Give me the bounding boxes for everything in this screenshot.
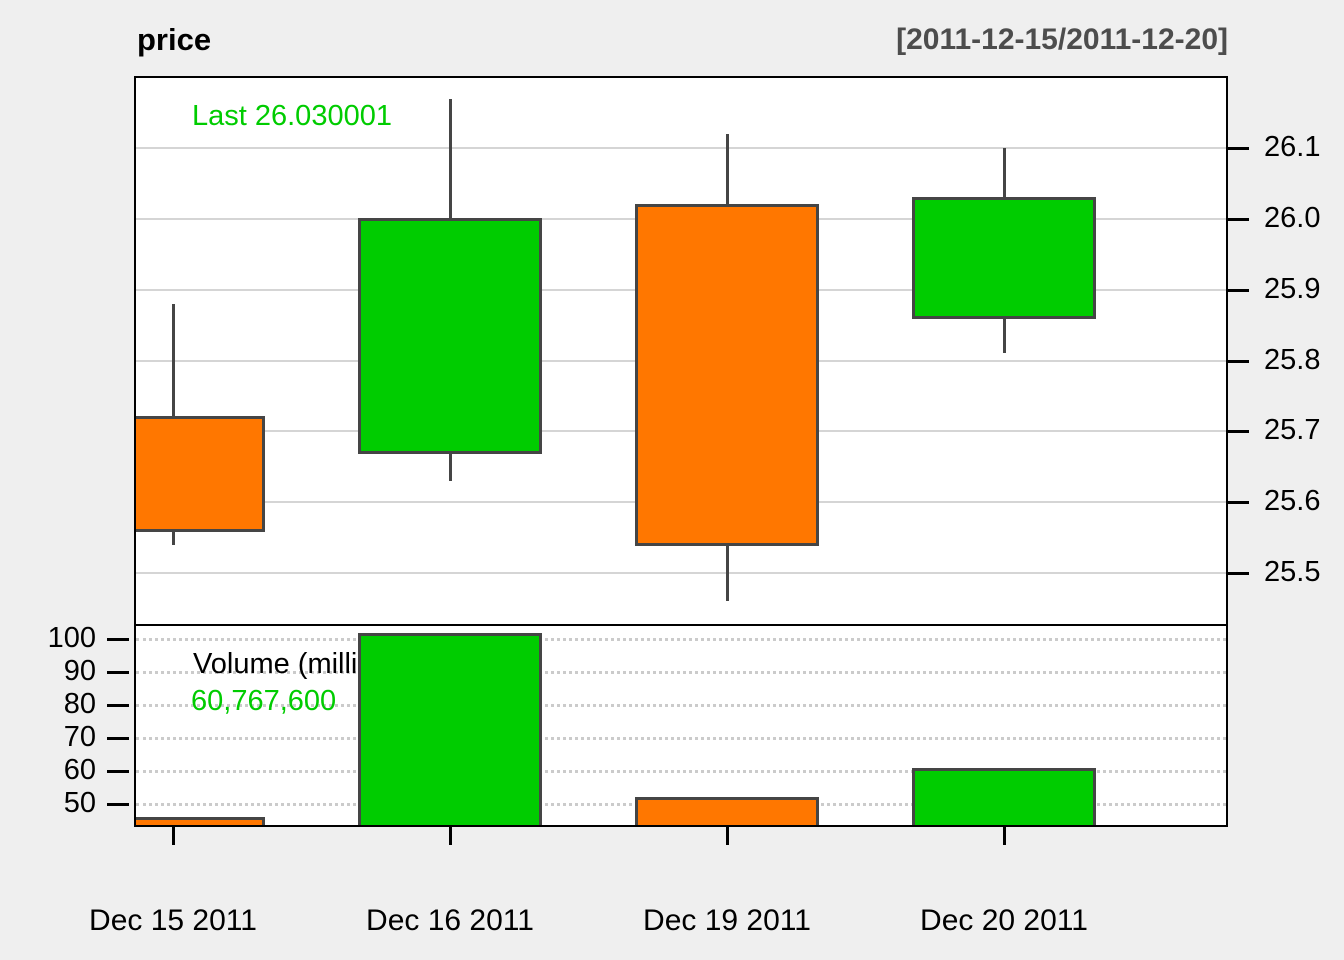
price-tick (1228, 217, 1249, 221)
price-tick (1228, 288, 1249, 292)
volume-bar-up (358, 632, 542, 825)
volume-bar-down (635, 797, 819, 825)
candle-body-up (912, 196, 1096, 320)
price-tick (1228, 359, 1249, 363)
volume-panel: Volume (millions): 60,767,600 (134, 624, 1228, 827)
volume-bar-down (136, 816, 265, 825)
volume-bar-up (912, 768, 1096, 825)
price-gridline (136, 572, 1226, 574)
price-tick-label: 25.8 (1264, 343, 1321, 376)
volume-tick (107, 802, 129, 806)
volume-tick (107, 638, 129, 642)
volume-tick-label: 100 (47, 622, 96, 655)
volume-annotation-value: 60,767,600 (191, 685, 337, 717)
volume-tick (107, 703, 129, 707)
volume-tick-label: 50 (63, 786, 96, 819)
x-tick-label: Dec 16 2011 (366, 904, 534, 937)
x-tick-label: Dec 15 2011 (89, 904, 257, 937)
candle-body-down (136, 416, 265, 532)
candle-body-up (358, 217, 542, 454)
volume-gridline (136, 638, 1226, 642)
volume-tick-label: 90 (63, 655, 96, 688)
candle-body-down (635, 203, 819, 546)
volume-tick-label: 70 (63, 720, 96, 753)
volume-gridline (136, 769, 1226, 773)
x-tick (1003, 827, 1006, 845)
price-tick-label: 26.1 (1264, 131, 1321, 164)
volume-gridline (136, 736, 1226, 740)
volume-tick-label: 60 (63, 753, 96, 786)
price-tick (1228, 147, 1249, 151)
volume-gridline (136, 703, 1226, 707)
price-tick (1228, 430, 1249, 434)
x-tick (726, 827, 729, 845)
volume-tick (107, 736, 129, 740)
volume-tick (107, 671, 129, 675)
volume-gridline (136, 671, 1226, 675)
volume-tick-label: 80 (63, 687, 96, 720)
price-tick (1228, 501, 1249, 505)
price-gridline (136, 147, 1226, 150)
price-panel: Last 26.030001 (134, 76, 1228, 626)
price-tick-label: 25.9 (1264, 272, 1321, 305)
price-tick-label: 25.5 (1264, 556, 1321, 588)
x-tick-label: Dec 20 2011 (920, 904, 1088, 937)
date-range-label: [2011-12-15/2011-12-20] (896, 23, 1228, 56)
volume-tick (107, 769, 129, 773)
last-price-annotation: Last 26.030001 (192, 100, 392, 132)
price-tick (1228, 572, 1249, 575)
x-tick (449, 827, 452, 845)
x-tick (172, 827, 175, 845)
price-tick-label: 25.6 (1264, 485, 1321, 518)
price-tick-label: 25.7 (1264, 414, 1321, 447)
chart-title: price (137, 22, 212, 57)
x-tick-label: Dec 19 2011 (643, 904, 811, 937)
price-tick-label: 26.0 (1264, 201, 1321, 234)
